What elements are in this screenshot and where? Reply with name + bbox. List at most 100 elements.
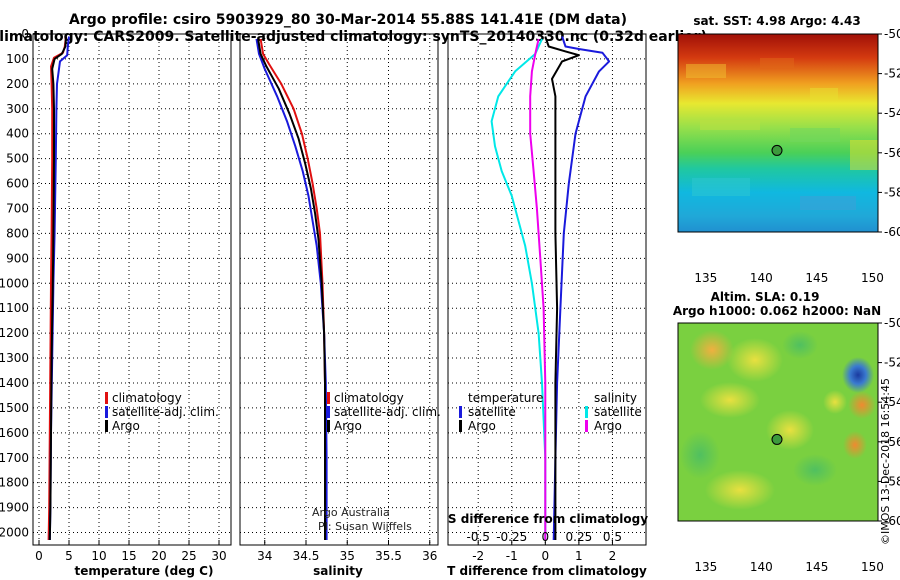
depth-tick-label: 1300: [0, 351, 29, 365]
difference-panel: -2 -1 0 1 2 -0.5 -0.25 0 0.25 0.5 S difference f…: [447, 33, 648, 578]
map-lon-label: 145: [805, 560, 828, 574]
x-tick-label: 15: [121, 549, 136, 563]
sla-map-ticks: -50 -52 -54 -56 -58 -60 135 140 145 150: [694, 316, 900, 574]
legend-label-climatology: climatology: [334, 391, 404, 405]
map-lat-label: -60: [884, 225, 900, 239]
depth-tick-label: 1000: [0, 276, 29, 290]
sst-argo-marker: [771, 144, 783, 156]
legend-swatch-s-satellite: [585, 406, 588, 418]
map-lon-label: 135: [694, 271, 717, 285]
sla-map-frame: [677, 322, 879, 522]
depth-tick-label: 1500: [0, 401, 29, 415]
x-tick-label: 36: [422, 549, 437, 563]
depth-tick-label: 400: [6, 127, 29, 141]
sst-map-frame: [677, 33, 879, 233]
depth-tick-label: 600: [6, 177, 29, 191]
x-tick-label: 25: [181, 549, 196, 563]
credit-line2: PI: Susan Wijffels: [318, 520, 412, 533]
s-diff-tick-label: 0: [542, 530, 550, 544]
difference-series: [490, 36, 611, 541]
temperature-panel: 0 5 10 15 20 25 30 0 100 200 300 400 500 600 700 800 90…: [0, 27, 232, 578]
x-tick-label: 1: [575, 549, 583, 563]
sla-argo-marker: [771, 433, 783, 445]
legend-swatch-climatology: [327, 392, 330, 404]
legend-label-s-satellite: satellite: [594, 405, 642, 419]
difference-legend-salinity: salinity satellite Argo: [585, 391, 642, 433]
legend-heading-temperature: temperature: [468, 391, 543, 405]
imos-timestamp: ©IMOS 13-Dec-2018 16:54:45: [879, 378, 892, 545]
temperature-plot-frame: [32, 33, 232, 546]
sla-map-title: Altim. SLA: 0.19: [711, 290, 820, 304]
legend-swatch-argo: [105, 420, 108, 432]
map-lon-label: 140: [750, 271, 773, 285]
x-tick-label: 2: [609, 549, 617, 563]
temperature-xlabel: temperature (deg C): [75, 564, 214, 578]
depth-tick-label: 0: [21, 27, 29, 41]
depth-tick-label: 1700: [0, 451, 29, 465]
legend-label-t-argo: Argo: [468, 419, 496, 433]
depth-tick-label: 500: [6, 152, 29, 166]
legend-swatch-argo: [327, 420, 330, 432]
sla-map-subtitle: Argo h1000: 0.062 h2000: NaN: [673, 304, 881, 318]
sst-map-ticks: -50 -52 -54 -56 -58 -60 135 140 145 150: [694, 27, 900, 285]
map-lon-label: 150: [861, 560, 884, 574]
legend-swatch-satellite-adj: [105, 406, 108, 418]
depth-tick-label: 700: [6, 201, 29, 215]
legend-swatch-t-satellite: [459, 406, 462, 418]
map-lat-label: -54: [884, 106, 900, 120]
legend-label-argo: Argo: [112, 419, 140, 433]
depth-tick-label: 1600: [0, 426, 29, 440]
map-lat-label: -52: [884, 67, 900, 81]
depth-tick-label: 1800: [0, 476, 29, 490]
depth-tick-label: 300: [6, 102, 29, 116]
legend-swatch-satellite-adj: [327, 406, 330, 418]
sla-map-panel: Altim. SLA: 0.19 Argo h1000: 0.062 h2000…: [673, 290, 900, 574]
legend-label-satellite-adj: satellite-adj. clim.: [112, 405, 219, 419]
sla-map-eddies: [680, 330, 876, 510]
x-tick-label: 0: [542, 549, 550, 563]
x-tick-label: -2: [472, 549, 484, 563]
temperature-grid: [33, 33, 231, 545]
series-line-argo: [257, 38, 326, 540]
legend-label-argo: Argo: [334, 419, 362, 433]
map-lat-label: -60: [884, 514, 900, 528]
series-line-salinity-satellite: [490, 38, 547, 540]
s-diff-tick-label: 0.25: [566, 530, 593, 544]
map-lat-label: -58: [884, 185, 900, 199]
legend-swatch-climatology: [105, 392, 108, 404]
difference-legend-temperature: temperature satellite Argo: [459, 391, 543, 433]
s-diff-tick-label: 0.5: [603, 530, 622, 544]
sst-map-panel: sat. SST: 4.98 Argo: 4.43 -50-52-54-56-5…: [677, 14, 900, 285]
legend-label-s-argo: Argo: [594, 419, 622, 433]
temperature-legend: climatology satellite-adj. clim. Argo: [105, 391, 219, 433]
salinity-plot-frame: [239, 33, 439, 546]
map-lat-label: -52: [884, 356, 900, 370]
temperature-series: [47, 36, 70, 541]
legend-label-t-satellite: satellite: [468, 405, 516, 419]
map-lat-label: -58: [884, 474, 900, 488]
salinity-series: [255, 38, 328, 540]
s-diff-tick-label: -0.5: [466, 530, 489, 544]
x-tick-label: 30: [211, 549, 226, 563]
legend-label-climatology: climatology: [112, 391, 182, 405]
sst-map-texture: [686, 58, 878, 210]
map-lon-label: 140: [750, 560, 773, 574]
salinity-legend: climatology satellite-adj. clim. Argo: [327, 391, 441, 433]
map-lat-label: -50: [884, 316, 900, 330]
map-lon-label: 145: [805, 271, 828, 285]
depth-tick-label: 1100: [0, 301, 29, 315]
x-tick-label: 35: [340, 549, 355, 563]
sst-map-title: sat. SST: 4.98 Argo: 4.43: [693, 14, 860, 28]
credit-line1: Argo Australia: [312, 506, 390, 519]
series-line-argo: [48, 36, 67, 541]
depth-tick-label: 900: [6, 251, 29, 265]
legend-swatch-t-argo: [459, 420, 462, 432]
map-lon-label: 135: [694, 560, 717, 574]
figure-title-line1: Argo profile: csiro 5903929_80 30-Mar-20…: [69, 12, 627, 28]
x-tick-label: 20: [151, 549, 166, 563]
depth-tick-label: 800: [6, 226, 29, 240]
x-tick-label: -1: [506, 549, 518, 563]
x-tick-label: 10: [91, 549, 106, 563]
salinity-grid: [240, 33, 438, 545]
